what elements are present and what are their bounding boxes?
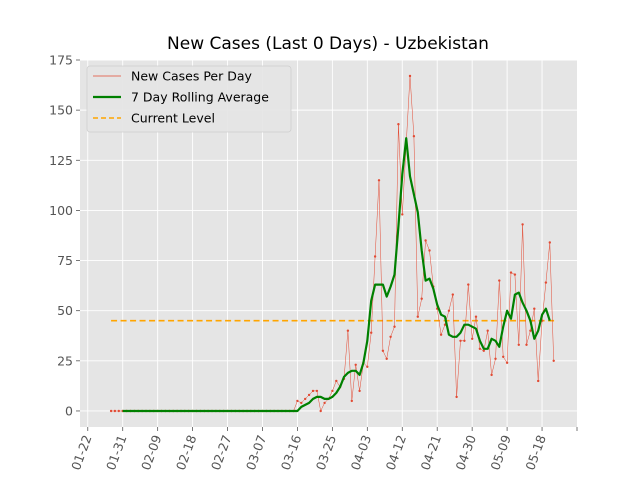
daily-cases-point xyxy=(494,357,497,360)
daily-cases-point xyxy=(455,395,458,399)
legend: New Cases Per Day 7 Day Rolling Average Cu… xyxy=(86,65,292,133)
daily-cases-point xyxy=(467,283,470,286)
x-tick-label: 01-22 xyxy=(68,433,95,472)
daily-cases-point xyxy=(350,399,353,403)
daily-cases-point xyxy=(544,281,548,284)
daily-cases-point xyxy=(381,349,385,352)
daily-cases-point xyxy=(412,135,416,138)
y-tick-label: 150 xyxy=(49,103,73,118)
daily-cases-point xyxy=(370,331,373,334)
daily-cases-point xyxy=(533,307,536,310)
daily-cases-point xyxy=(377,179,381,182)
daily-cases-point xyxy=(447,309,451,312)
daily-cases-point xyxy=(346,329,350,332)
daily-cases-point xyxy=(478,347,482,350)
daily-cases-point xyxy=(311,389,315,393)
x-tick-label: 03-07 xyxy=(243,433,270,472)
daily-cases-point xyxy=(113,409,117,413)
daily-cases-point xyxy=(537,379,540,383)
daily-cases-point xyxy=(525,343,528,346)
legend-label-current-level: Current Level xyxy=(131,111,215,126)
daily-cases-point xyxy=(323,401,326,405)
daily-cases-point xyxy=(319,409,322,413)
y-tick-label: 175 xyxy=(49,53,73,68)
daily-cases-point xyxy=(474,315,478,318)
x-tick-label: 05-18 xyxy=(522,433,549,472)
x-tick-label: 04-21 xyxy=(418,433,445,472)
daily-cases-point xyxy=(109,409,113,413)
daily-cases-point xyxy=(548,241,551,244)
daily-cases-point xyxy=(498,279,501,282)
daily-cases-point xyxy=(451,293,454,296)
daily-cases-point xyxy=(463,339,466,342)
daily-cases-point xyxy=(385,357,388,360)
daily-cases-point xyxy=(517,343,520,346)
daily-cases-point xyxy=(117,409,121,413)
x-axis: 01-22 01-31 02-09 02-18 02-27 03-07 03-16 03-25… xyxy=(68,427,578,472)
daily-cases-point xyxy=(459,339,462,342)
daily-cases-point xyxy=(424,239,427,242)
daily-cases-point xyxy=(552,359,555,362)
daily-cases-point xyxy=(354,363,357,366)
daily-cases-point xyxy=(521,223,524,226)
x-tick-label: 04-03 xyxy=(348,433,375,472)
daily-cases-point xyxy=(482,349,485,352)
x-tick-label: 04-12 xyxy=(383,433,410,472)
x-tick-label: 05-09 xyxy=(487,433,514,472)
daily-cases-point xyxy=(366,365,369,368)
daily-cases-point xyxy=(393,325,396,328)
daily-cases-point xyxy=(416,315,419,318)
daily-cases-point xyxy=(428,249,431,252)
legend-label-rolling-average: 7 Day Rolling Average xyxy=(131,90,269,105)
legend-box xyxy=(86,65,292,133)
daily-cases-point xyxy=(471,337,474,340)
daily-cases-point xyxy=(439,333,443,336)
y-tick-label: 25 xyxy=(57,353,73,368)
daily-cases-point xyxy=(397,123,400,126)
daily-cases-point xyxy=(373,255,377,258)
daily-cases-point xyxy=(513,273,517,276)
rolling-average-line xyxy=(122,137,551,413)
daily-cases-point xyxy=(490,373,493,377)
daily-cases-point xyxy=(502,355,505,358)
daily-cases-point xyxy=(331,389,334,393)
daily-cases-point xyxy=(505,361,509,364)
daily-cases-point xyxy=(408,74,412,78)
rolling-average-series xyxy=(122,137,551,413)
y-tick-label: 75 xyxy=(57,253,73,268)
daily-cases-point xyxy=(307,393,311,397)
daily-cases-point xyxy=(335,379,338,383)
daily-cases-series xyxy=(109,74,555,413)
x-tick-label: 02-27 xyxy=(208,433,235,472)
daily-cases-point xyxy=(420,297,423,300)
x-tick-label: 03-25 xyxy=(313,433,340,472)
daily-cases-point xyxy=(300,401,303,405)
daily-cases-point xyxy=(315,389,319,393)
y-tick-label: 50 xyxy=(57,303,73,318)
daily-cases-point xyxy=(509,271,513,274)
daily-cases-point xyxy=(358,389,361,393)
daily-cases-point xyxy=(304,397,307,401)
daily-cases-point xyxy=(389,335,392,338)
x-tick-label: 03-16 xyxy=(278,433,305,472)
x-tick-label: 02-09 xyxy=(138,433,165,472)
x-tick-label: 04-30 xyxy=(452,433,479,472)
daily-cases-point xyxy=(401,213,404,216)
x-tick-label: 01-31 xyxy=(103,433,130,472)
legend-label-daily-cases: New Cases Per Day xyxy=(131,69,252,84)
daily-cases-point xyxy=(296,399,299,403)
y-axis: 0 25 50 75 100 125 150 175 xyxy=(49,53,80,418)
y-tick-label: 125 xyxy=(49,153,73,168)
daily-cases-point xyxy=(529,329,532,332)
y-tick-label: 0 xyxy=(65,403,73,418)
y-tick-label: 100 xyxy=(49,203,73,218)
x-tick-label: 02-18 xyxy=(173,433,200,472)
daily-cases-point xyxy=(486,329,489,332)
chart-title: New Cases (Last 0 Days) - Uzbekistan xyxy=(167,34,489,54)
